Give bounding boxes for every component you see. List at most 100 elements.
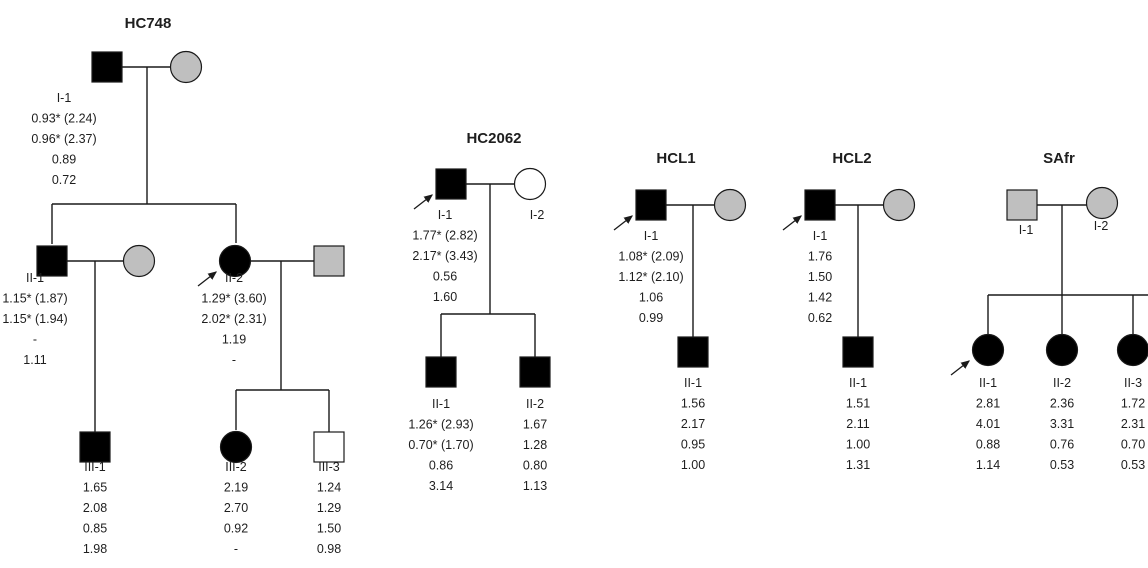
individual-ii-2: II-2 2.36 3.31 0.76 0.53: [1045, 333, 1079, 472]
individual-label: III-2: [225, 460, 247, 474]
pedigree-hc2062: HC2062 I-1 1.77* (2.82) 2.17* (3.43) 0.56 1.6…: [408, 130, 551, 493]
unaffected-male-square-icon: [313, 431, 345, 463]
individual-i-2: [169, 50, 203, 84]
value-line: 1.12* (2.10): [618, 270, 683, 284]
value-line: 1.13: [523, 479, 547, 493]
value-line: 0.72: [52, 173, 76, 187]
individual-ii-1: II-1 1.51 2.11 1.00 1.31: [842, 336, 874, 472]
value-line: 1.08* (2.09): [618, 250, 683, 264]
individual-label: II-2: [526, 397, 544, 411]
pedigree-title: HCL2: [832, 150, 871, 167]
individual-iii-3: III-3 1.24 1.29 1.50 0.98: [313, 431, 345, 556]
value-line: 0.98: [317, 542, 341, 556]
individual-label: I-1: [438, 208, 453, 222]
unknown-male-square-icon: [313, 245, 345, 277]
value-line: 1.50: [317, 522, 341, 536]
individual-label: I-2: [530, 208, 545, 222]
unknown-female-circle-icon: [169, 50, 203, 84]
value-line: 1.67: [523, 418, 547, 432]
value-line: 0.88: [976, 438, 1000, 452]
value-line: 0.96* (2.37): [31, 132, 96, 146]
proband-arrow-icon: [782, 215, 803, 231]
pedigree-title: SAfr: [1043, 150, 1075, 167]
affected-male-square-icon: [635, 189, 667, 221]
value-line: 0.62: [808, 311, 832, 325]
pedigree-hc748: HC748 I-1 0.93* (2.24) 0.96* (2.37) 0.89 0.72…: [2, 15, 345, 556]
affected-male-square-icon: [519, 356, 551, 388]
value-line: 0.95: [681, 438, 705, 452]
value-line: 2.17* (3.43): [412, 249, 477, 263]
individual-label: I-1: [57, 91, 72, 105]
proband-arrow-icon: [197, 271, 218, 287]
value-line: 1.50: [808, 270, 832, 284]
individual-i-1: I-1 1.08* (2.09) 1.12* (2.10) 1.06 0.99: [613, 189, 684, 325]
value-line: 0.53: [1121, 458, 1145, 472]
individual-label: I-2: [1094, 219, 1109, 233]
value-line: 1.29: [317, 501, 341, 515]
individual-iii-1: III-1 1.65 2.08 0.85 1.98: [79, 431, 111, 556]
pedigree-hcl2: HCL2 I-1 1.76 1.50 1.42 0.62 II-1 1.51 2.11 1.00 1…: [782, 150, 916, 472]
value-line: 0.70: [1121, 438, 1145, 452]
individual-i-2: I-2: [513, 167, 547, 222]
value-line: 1.98: [83, 542, 107, 556]
value-line: 2.11: [846, 417, 869, 431]
individual-label: II-1: [432, 397, 450, 411]
individual-label: II-2: [1053, 376, 1071, 390]
unknown-male-square-icon: [1006, 189, 1038, 221]
affected-male-square-icon: [842, 336, 874, 368]
unknown-female-circle-icon: [713, 188, 747, 222]
individual-label: II-2: [225, 271, 243, 285]
individual-label: II-3: [1124, 376, 1142, 390]
affected-female-circle-icon: [971, 333, 1005, 367]
affected-male-square-icon: [677, 336, 709, 368]
value-line: 1.65: [83, 481, 107, 495]
individual-ii-2: II-2 1.67 1.28 0.80 1.13: [519, 356, 551, 493]
individual-i-1: I-1 0.93* (2.24) 0.96* (2.37) 0.89 0.72: [31, 51, 123, 187]
pedigree-title: HC748: [125, 15, 172, 32]
proband-arrow-icon: [413, 194, 434, 210]
value-line: 1.19: [222, 333, 246, 347]
value-line: 1.56: [681, 397, 705, 411]
individual-i-2: [713, 188, 747, 222]
value-line: 1.14: [976, 458, 1000, 472]
value-line: 1.11: [23, 353, 46, 367]
value-line: 1.26* (2.93): [408, 418, 473, 432]
pedigree-safr: SAfr I-1 I-2 II-1 2.81 4.01 0.88 1.14 II-2 2.36 3.…: [950, 150, 1148, 472]
value-line: -: [234, 542, 238, 556]
individual-i-1: I-1: [1006, 189, 1038, 237]
affected-male-square-icon: [425, 356, 457, 388]
value-line: 2.81: [976, 397, 1000, 411]
affected-female-circle-icon: [1045, 333, 1079, 367]
value-line: 0.89: [52, 153, 76, 167]
affected-female-circle-icon: [218, 244, 252, 278]
value-line: 2.19: [224, 481, 248, 495]
value-line: 0.85: [83, 522, 107, 536]
value-line: 0.99: [639, 311, 663, 325]
individual-label: I-1: [644, 229, 659, 243]
value-line: 3.14: [429, 479, 453, 493]
individual-label: III-1: [84, 460, 106, 474]
individual-ii-2s: [313, 245, 345, 277]
individual-ii-1: II-1 1.56 2.17 0.95 1.00: [677, 336, 709, 472]
value-line: 2.36: [1050, 397, 1074, 411]
individual-i-2: I-2: [1085, 186, 1119, 233]
value-line: 1.42: [808, 291, 832, 305]
affected-male-square-icon: [79, 431, 111, 463]
individual-i-1: I-1 1.76 1.50 1.42 0.62: [782, 189, 836, 325]
value-line: 1.28: [523, 438, 547, 452]
proband-arrow-icon: [950, 360, 971, 376]
value-line: 0.86: [429, 459, 453, 473]
unknown-female-circle-icon: [122, 244, 156, 278]
individual-i-2: [882, 188, 916, 222]
unaffected-female-circle-icon: [513, 167, 547, 201]
proband-arrow-icon: [613, 215, 634, 231]
individual-ii-1s: [122, 244, 156, 278]
value-line: 2.70: [224, 501, 248, 515]
value-line: 0.92: [224, 522, 248, 536]
value-line: 1.31: [846, 458, 870, 472]
affected-female-circle-icon: [219, 430, 253, 464]
value-line: 1.06: [639, 291, 663, 305]
unknown-female-circle-icon: [882, 188, 916, 222]
